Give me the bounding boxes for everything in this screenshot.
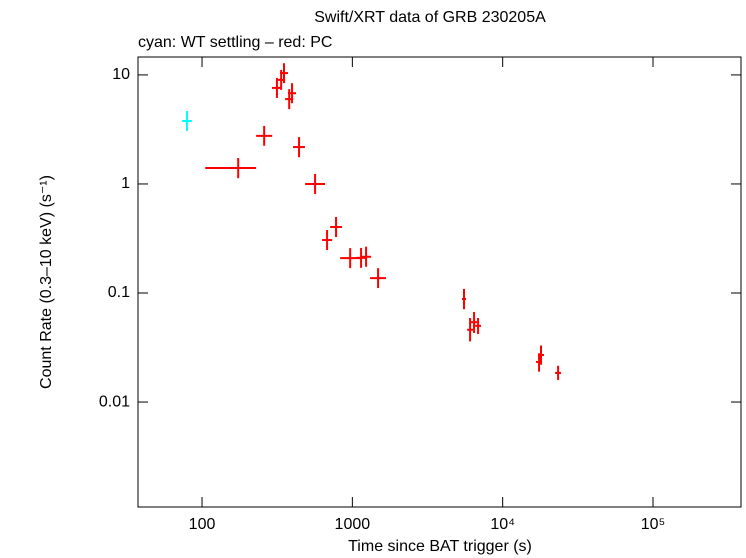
x-tick-label: 10⁴: [490, 516, 515, 533]
x-tick-label: 100: [189, 516, 216, 533]
chart-title: Swift/XRT data of GRB 230205A: [314, 9, 546, 26]
plot-frame: [137, 56, 742, 508]
x-tick-label: 10⁵: [641, 516, 665, 533]
y-tick-label: 10: [112, 66, 130, 83]
y-tick-label: 0.01: [99, 393, 130, 410]
y-axis-label: Count Rate (0.3–10 keV) (s⁻¹): [38, 175, 55, 389]
x-tick-label: 1000: [335, 516, 371, 533]
chart-subtitle: cyan: WT settling – red: PC: [138, 34, 332, 51]
y-tick-label: 1: [121, 175, 130, 192]
x-axis-label: Time since BAT trigger (s): [348, 538, 532, 555]
y-tick-label: 0.1: [108, 284, 130, 301]
